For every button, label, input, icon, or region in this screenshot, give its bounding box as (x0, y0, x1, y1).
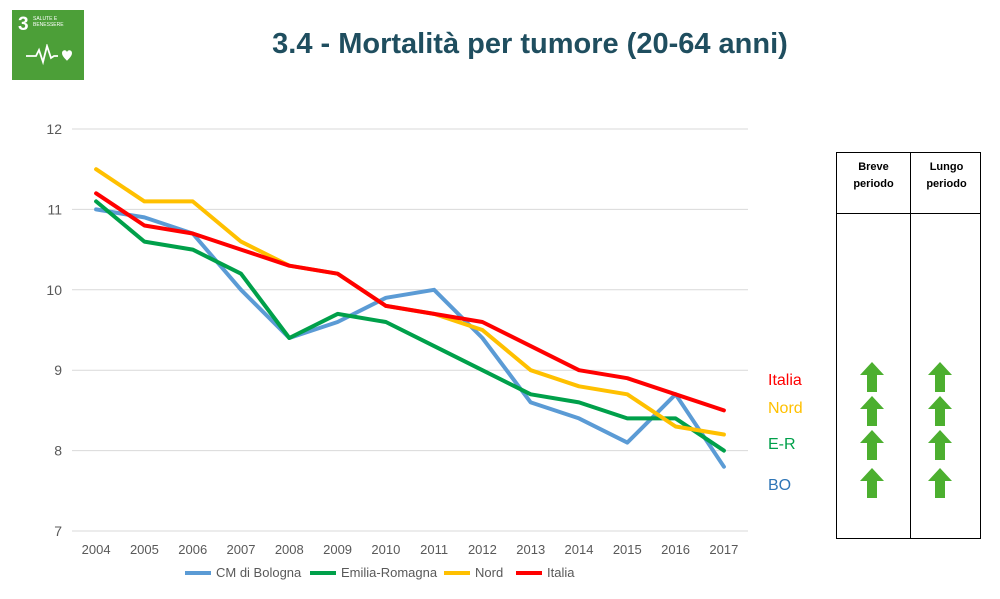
trend-label: Nord (768, 400, 803, 417)
x-tick-label: 2014 (565, 542, 594, 557)
x-tick-label: 2006 (178, 542, 207, 557)
up-arrow-icon (928, 362, 952, 392)
sdg-badge: 3 Salute e benessere (12, 10, 84, 80)
x-tick-label: 2011 (420, 542, 448, 557)
trend-table: Breve periodo Lungo periodo (836, 152, 981, 539)
legend-label: Emilia-Romagna (341, 565, 438, 580)
x-tick-label: 2013 (516, 542, 545, 557)
up-arrow-icon (860, 362, 884, 392)
trend-label: BO (768, 477, 792, 494)
series-line-emilia-romagna (94, 199, 726, 453)
y-tick-label: 9 (54, 362, 62, 378)
header-short-term: Breve periodo (853, 161, 894, 190)
series-line-italia (94, 191, 726, 413)
up-arrow-icon (928, 396, 952, 426)
up-arrow-icon (860, 430, 884, 460)
x-tick-label: 2004 (82, 542, 111, 557)
y-tick-label: 7 (54, 523, 62, 539)
x-tick-label: 2015 (613, 542, 642, 557)
up-arrow-icon (928, 468, 952, 498)
x-tick-label: 2017 (709, 542, 738, 557)
y-tick-label: 12 (46, 121, 62, 137)
x-tick-label: 2007 (227, 542, 256, 557)
x-tick-label: 2009 (323, 542, 352, 557)
legend-label: CM di Bologna (216, 565, 302, 580)
sdg-number: 3 (18, 14, 29, 35)
trend-label: Italia (768, 372, 802, 389)
up-arrow-icon (860, 468, 884, 498)
header-long-term: Lungo periodo (926, 161, 967, 190)
y-tick-label: 10 (46, 282, 62, 298)
x-tick-label: 2005 (130, 542, 159, 557)
sdg-label: Salute e benessere (33, 16, 64, 28)
page-title: 3.4 - Mortalità per tumore (20-64 anni) (272, 28, 788, 60)
y-tick-label: 8 (54, 443, 62, 459)
y-tick-label: 11 (47, 201, 62, 217)
up-arrow-icon (860, 396, 884, 426)
legend-label: Nord (475, 565, 503, 580)
table-divider-horizontal (837, 213, 980, 214)
trend-label: E-R (768, 436, 796, 453)
x-tick-label: 2016 (661, 542, 690, 557)
series-line-cm-di-bologna (94, 207, 726, 469)
legend-label: Italia (547, 565, 575, 580)
table-divider-vertical (910, 153, 911, 538)
x-tick-label: 2012 (468, 542, 497, 557)
up-arrow-icon (928, 430, 952, 460)
x-tick-label: 2008 (275, 542, 304, 557)
x-tick-label: 2010 (371, 542, 400, 557)
heartbeat-icon (26, 44, 72, 66)
